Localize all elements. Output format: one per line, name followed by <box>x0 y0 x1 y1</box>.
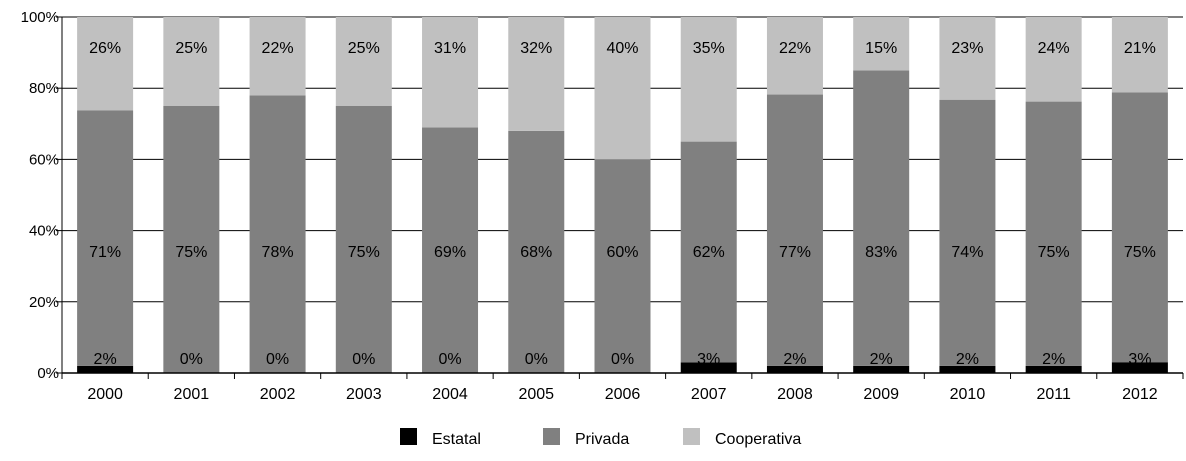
x-tick-label: 2008 <box>777 386 813 403</box>
data-label-estatal: 2% <box>94 351 117 368</box>
x-tick-label: 2005 <box>518 386 554 403</box>
data-label-cooperativa: 24% <box>1038 40 1070 57</box>
bar-segment-privada <box>422 127 479 373</box>
y-tick-label: 100% <box>21 9 59 26</box>
data-label-privada: 83% <box>865 244 897 261</box>
data-label-cooperativa: 26% <box>89 40 121 57</box>
data-label-privada: 60% <box>606 244 638 261</box>
bar-segment-cooperativa <box>853 17 910 71</box>
bar-segment-privada <box>163 106 220 373</box>
data-label-estatal: 2% <box>870 351 893 368</box>
x-tick-label: 2009 <box>863 386 899 403</box>
bar-segment-estatal <box>77 365 134 373</box>
bar-segment-privada <box>508 130 565 373</box>
bar-segment-privada <box>939 99 996 366</box>
data-label-cooperativa: 40% <box>606 40 638 57</box>
data-label-privada: 78% <box>262 244 294 261</box>
bar-segment-estatal <box>1111 362 1168 373</box>
data-label-estatal: 0% <box>611 351 634 368</box>
bar-segment-privada <box>594 159 651 373</box>
legend-swatch-estatal <box>400 428 417 445</box>
x-tick-label: 2010 <box>950 386 986 403</box>
bar-segment-privada <box>335 106 392 373</box>
bar-segment-cooperativa <box>766 17 823 95</box>
bar-segment-estatal <box>766 365 823 373</box>
data-label-estatal: 0% <box>438 351 461 368</box>
data-label-estatal: 2% <box>1042 351 1065 368</box>
bar-segment-cooperativa <box>163 17 220 106</box>
data-label-cooperativa: 22% <box>779 40 811 57</box>
bar-segment-privada <box>766 94 823 366</box>
x-tick-label: 2012 <box>1122 386 1158 403</box>
data-label-cooperativa: 25% <box>175 40 207 57</box>
data-label-cooperativa: 32% <box>520 40 552 57</box>
legend-label-privada: Privada <box>575 431 629 448</box>
bar-segment-estatal <box>853 365 910 373</box>
x-tick-label: 2003 <box>346 386 382 403</box>
bar-segment-privada <box>1025 101 1082 366</box>
x-tick-label: 2004 <box>432 386 468 403</box>
bar-segment-cooperativa <box>594 17 651 160</box>
data-label-estatal: 0% <box>266 351 289 368</box>
data-label-cooperativa: 25% <box>348 40 380 57</box>
legend-label-estatal: Estatal <box>432 431 481 448</box>
x-tick-label: 2002 <box>260 386 296 403</box>
data-label-estatal: 0% <box>525 351 548 368</box>
data-label-cooperativa: 15% <box>865 40 897 57</box>
legend-swatch-cooperativa <box>683 428 700 445</box>
bar-segment-privada <box>77 110 134 366</box>
data-label-privada: 75% <box>1038 244 1070 261</box>
data-label-privada: 77% <box>779 244 811 261</box>
bar-segment-cooperativa <box>422 17 479 128</box>
data-label-estatal: 2% <box>783 351 806 368</box>
bar-segment-cooperativa <box>1111 17 1168 93</box>
x-tick-label: 2007 <box>691 386 727 403</box>
data-label-privada: 71% <box>89 244 121 261</box>
y-tick-label: 40% <box>29 223 59 240</box>
data-label-privada: 75% <box>348 244 380 261</box>
data-label-privada: 69% <box>434 244 466 261</box>
data-label-estatal: 2% <box>956 351 979 368</box>
bar-segment-cooperativa <box>249 17 306 96</box>
legend-swatch-privada <box>543 428 560 445</box>
bar-segment-estatal <box>939 365 996 373</box>
data-label-cooperativa: 23% <box>951 40 983 57</box>
y-tick-label: 20% <box>29 294 59 311</box>
data-label-privada: 74% <box>951 244 983 261</box>
bar-segment-cooperativa <box>680 17 737 142</box>
x-tick-label: 2000 <box>87 386 123 403</box>
data-label-estatal: 3% <box>697 351 720 368</box>
bar-segment-privada <box>853 70 910 366</box>
bar-segment-estatal <box>1025 365 1082 373</box>
legend-label-cooperativa: Cooperativa <box>715 431 801 448</box>
data-label-cooperativa: 31% <box>434 40 466 57</box>
data-label-privada: 62% <box>693 244 725 261</box>
data-label-estatal: 0% <box>352 351 375 368</box>
bar-segment-cooperativa <box>1025 17 1082 102</box>
data-label-privada: 68% <box>520 244 552 261</box>
x-tick-label: 2001 <box>174 386 210 403</box>
bar-segment-privada <box>680 141 737 363</box>
data-label-estatal: 0% <box>180 351 203 368</box>
bar-segment-cooperativa <box>939 17 996 100</box>
x-tick-label: 2011 <box>1036 386 1071 403</box>
data-label-cooperativa: 21% <box>1124 40 1156 57</box>
data-label-cooperativa: 35% <box>693 40 725 57</box>
data-label-cooperativa: 22% <box>262 40 294 57</box>
bar-segment-cooperativa <box>335 17 392 106</box>
bar-segment-cooperativa <box>77 17 134 111</box>
y-tick-label: 60% <box>29 151 59 168</box>
data-label-privada: 75% <box>175 244 207 261</box>
data-label-estatal: 3% <box>1128 351 1151 368</box>
bar-segment-estatal <box>680 362 737 373</box>
bar-segment-privada <box>249 95 306 373</box>
y-tick-label: 80% <box>29 80 59 97</box>
x-tick-label: 2006 <box>605 386 641 403</box>
data-label-privada: 75% <box>1124 244 1156 261</box>
bar-segment-cooperativa <box>508 17 565 131</box>
bar-segment-privada <box>1111 92 1168 363</box>
y-tick-label: 0% <box>37 365 59 382</box>
